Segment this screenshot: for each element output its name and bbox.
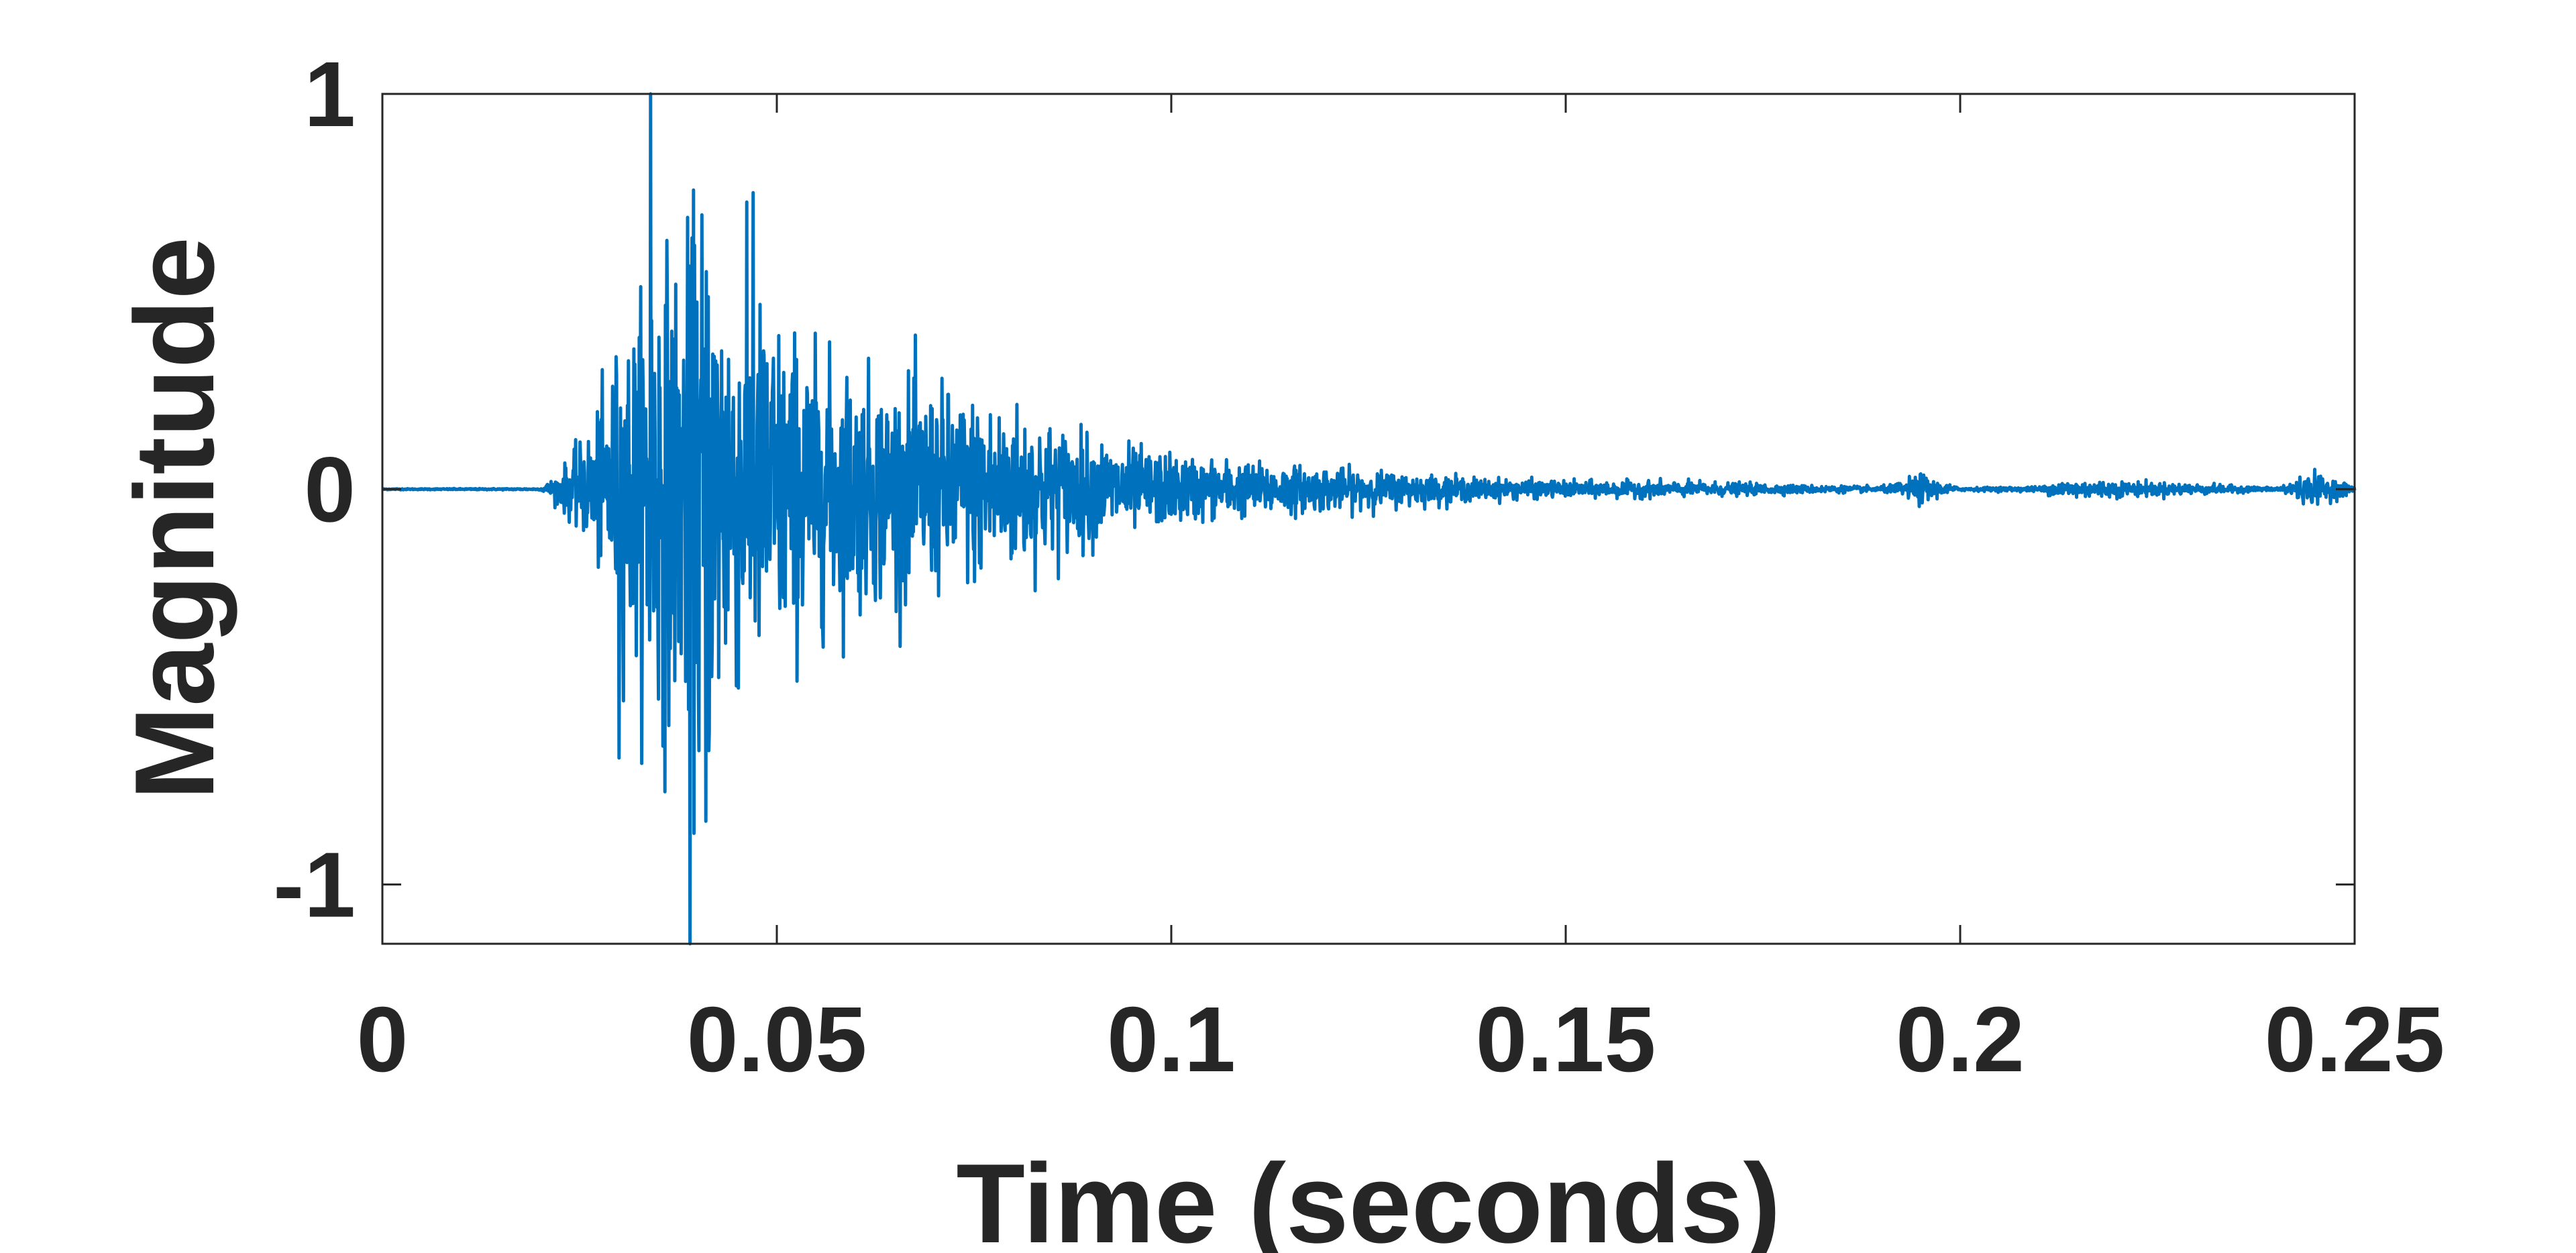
- x-tick-label: 0: [357, 988, 409, 1091]
- y-tick-label: 0: [304, 438, 356, 541]
- y-tick-labels: -1 0 1: [273, 43, 356, 937]
- tick-marks: [381, 93, 2356, 944]
- x-tick-label: 0.25: [2265, 988, 2445, 1091]
- y-tick-label: 1: [304, 43, 356, 146]
- x-tick-label: 0.1: [1107, 988, 1236, 1091]
- y-axis-title: Magnitude: [111, 237, 237, 800]
- signal-line: [381, 92, 2357, 946]
- x-tick-labels: 0 0.05 0.1 0.15 0.2 0.25: [357, 988, 2445, 1091]
- x-tick-label: 0.05: [687, 988, 867, 1091]
- x-tick-label: 0.15: [1476, 988, 1656, 1091]
- axes-box: [381, 93, 2356, 945]
- x-tick-label: 0.2: [1896, 988, 2025, 1091]
- x-axis-title: Time (seconds): [956, 1140, 1780, 1253]
- y-tick-label: -1: [273, 834, 356, 937]
